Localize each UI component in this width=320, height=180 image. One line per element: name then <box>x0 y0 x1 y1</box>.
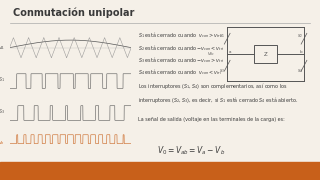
Text: $S_4$: $S_4$ <box>297 67 304 75</box>
Text: $S_1$: $S_1$ <box>0 75 5 84</box>
Text: $S_3$: $S_3$ <box>219 67 225 75</box>
Text: 4: 4 <box>310 168 314 174</box>
Bar <box>254 45 277 63</box>
Text: $S_1$ está cerrado cuando  $v_{con} > v_{tri}$: $S_1$ está cerrado cuando $v_{con} > v_{… <box>138 31 221 40</box>
Text: Los interruptores $(S_1, S_4)$ son complementarios, así como los
interruptores $: Los interruptores $(S_1, S_4)$ son compl… <box>138 81 298 105</box>
Text: $S_4$ está cerrado cuando  $v_{con} < v_{tri}$: $S_4$ está cerrado cuando $v_{con} < v_{… <box>138 67 221 77</box>
Text: $S_2$ está cerrado cuando $-v_{con} < v_{tri}$: $S_2$ está cerrado cuando $-v_{con} < v_… <box>138 43 224 53</box>
Text: $V_{dc}$: $V_{dc}$ <box>207 50 216 58</box>
Text: b: b <box>299 50 302 54</box>
Text: $S_1$: $S_1$ <box>219 33 225 40</box>
Text: $S_2$: $S_2$ <box>297 33 303 40</box>
Text: $S_3$ está cerrado cuando $-v_{con} > v_{tri}$: $S_3$ está cerrado cuando $-v_{con} > v_… <box>138 55 224 65</box>
Text: $V_0 = V_{ab} = V_a - V_b$: $V_0 = V_{ab} = V_a - V_b$ <box>157 144 225 157</box>
Text: $v_{\Delta}$: $v_{\Delta}$ <box>0 44 5 52</box>
Text: Conmutación unipolar: Conmutación unipolar <box>13 7 134 18</box>
Text: a: a <box>229 50 232 54</box>
Text: $S_3$: $S_3$ <box>0 107 5 116</box>
Text: La señal de salida (voltaje en las terminales de la carga) es:: La señal de salida (voltaje en las termi… <box>138 117 284 122</box>
Text: Z: Z <box>264 51 268 57</box>
Text: $v_o$: $v_o$ <box>0 140 5 147</box>
